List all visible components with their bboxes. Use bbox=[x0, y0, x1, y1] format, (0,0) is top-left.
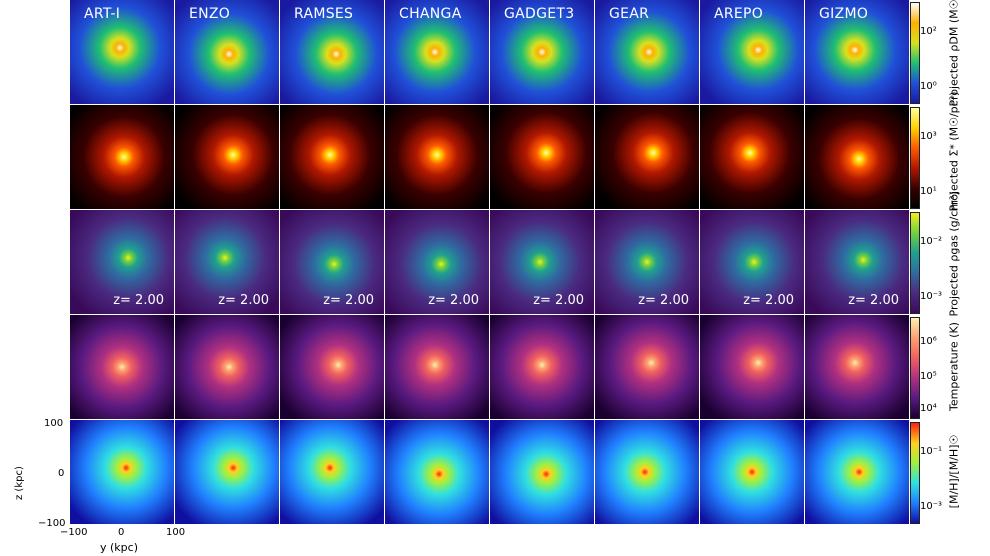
colorbar-title: Projected ρgas (g/cm³) bbox=[947, 191, 961, 317]
panel-gas-ramses: z= 2.00 bbox=[280, 210, 384, 314]
panel-stars-gadget3 bbox=[490, 105, 594, 209]
panel-gas-gadget3: z= 2.00 bbox=[490, 210, 594, 314]
colorbar-temperature bbox=[910, 317, 920, 419]
ytick-top: 100 bbox=[44, 418, 64, 429]
colorbar-tick: 10⁻³ bbox=[920, 501, 943, 512]
image-grid: ART-I ENZO RAMSES CHANGA GADGET3 GEAR AREPO GIZ… bbox=[70, 0, 910, 526]
colorbar-tick: 10⁻² bbox=[920, 236, 943, 247]
panel-gas-arepo: z= 2.00 bbox=[700, 210, 804, 314]
panel-metallicity-gizmo bbox=[805, 420, 909, 524]
redshift-label: z= 2.00 bbox=[638, 293, 689, 308]
panel-dm-arepo: AREPO bbox=[700, 0, 804, 104]
colorbar-tick: 10⁰ bbox=[920, 81, 937, 92]
panel-stars-arepo bbox=[700, 105, 804, 209]
panel-dm-enzo: ENZO bbox=[175, 0, 279, 104]
colorbar-tick: 10⁻¹ bbox=[920, 446, 943, 457]
code-label: CHANGA bbox=[399, 6, 462, 22]
colorbar-tick: 10¹ bbox=[920, 186, 937, 197]
redshift-label: z= 2.00 bbox=[323, 293, 374, 308]
ytick-bottom: −100 bbox=[38, 518, 66, 529]
colorbar-tick: 10⁵ bbox=[920, 371, 937, 382]
panel-metallicity-arepo bbox=[700, 420, 804, 524]
colorbar-title: Temperature (K) bbox=[947, 322, 961, 411]
panel-metallicity-art-i bbox=[70, 420, 174, 524]
colorbar-gas bbox=[910, 212, 920, 314]
colorbar-tick: 10⁴ bbox=[920, 403, 937, 414]
panel-temperature-gear bbox=[595, 315, 699, 419]
panel-dm-art-i: ART-I bbox=[70, 0, 174, 104]
panel-metallicity-gadget3 bbox=[490, 420, 594, 524]
redshift-label: z= 2.00 bbox=[533, 293, 584, 308]
panel-metallicity-gear bbox=[595, 420, 699, 524]
panel-dm-gadget3: GADGET3 bbox=[490, 0, 594, 104]
code-label: AREPO bbox=[714, 6, 764, 22]
panel-temperature-arepo bbox=[700, 315, 804, 419]
redshift-label: z= 2.00 bbox=[218, 293, 269, 308]
panel-stars-changa bbox=[385, 105, 489, 209]
panel-dm-gear: GEAR bbox=[595, 0, 699, 104]
xlabel: y (kpc) bbox=[100, 541, 138, 554]
panel-temperature-changa bbox=[385, 315, 489, 419]
panel-metallicity-ramses bbox=[280, 420, 384, 524]
panel-stars-art-i bbox=[70, 105, 174, 209]
colorbar-metallicity bbox=[910, 422, 920, 524]
code-label: RAMSES bbox=[294, 6, 354, 22]
xtick-mid: 0 bbox=[118, 527, 125, 538]
redshift-label: z= 2.00 bbox=[743, 293, 794, 308]
panel-temperature-gizmo bbox=[805, 315, 909, 419]
panel-metallicity-enzo bbox=[175, 420, 279, 524]
panel-dm-changa: CHANGA bbox=[385, 0, 489, 104]
panel-temperature-art-i bbox=[70, 315, 174, 419]
redshift-label: z= 2.00 bbox=[113, 293, 164, 308]
panel-stars-gear bbox=[595, 105, 699, 209]
code-label: ENZO bbox=[189, 6, 231, 22]
colorbar-stars bbox=[910, 107, 920, 209]
colorbar-tick: 10³ bbox=[920, 131, 937, 142]
colorbar-dm bbox=[910, 2, 920, 104]
panel-dm-gizmo: GIZMO bbox=[805, 0, 909, 104]
panel-gas-changa: z= 2.00 bbox=[385, 210, 489, 314]
panel-temperature-enzo bbox=[175, 315, 279, 419]
ylabel: z (kpc) bbox=[14, 466, 25, 500]
redshift-label: z= 2.00 bbox=[428, 293, 479, 308]
code-label: ART-I bbox=[84, 6, 121, 22]
code-label: GIZMO bbox=[819, 6, 869, 22]
xtick-left: −100 bbox=[60, 527, 88, 538]
redshift-label: z= 2.00 bbox=[848, 293, 899, 308]
colorbar-tick: 10² bbox=[920, 26, 937, 37]
panel-gas-enzo: z= 2.00 bbox=[175, 210, 279, 314]
colorbar-tick: 10⁻³ bbox=[920, 291, 943, 302]
panel-gas-gizmo: z= 2.00 bbox=[805, 210, 909, 314]
colorbar-tick: 10⁶ bbox=[920, 336, 937, 347]
panel-metallicity-changa bbox=[385, 420, 489, 524]
panel-temperature-ramses bbox=[280, 315, 384, 419]
panel-stars-ramses bbox=[280, 105, 384, 209]
code-label: GADGET3 bbox=[504, 6, 575, 22]
panel-dm-ramses: RAMSES bbox=[280, 0, 384, 104]
panel-gas-art-i: z= 2.00 bbox=[70, 210, 174, 314]
code-label: GEAR bbox=[609, 6, 650, 22]
panel-stars-gizmo bbox=[805, 105, 909, 209]
xtick-right: 100 bbox=[166, 527, 186, 538]
colorbar-title: [M/H]/[M/H]☉ bbox=[947, 434, 961, 509]
panel-stars-enzo bbox=[175, 105, 279, 209]
panel-gas-gear: z= 2.00 bbox=[595, 210, 699, 314]
panel-temperature-gadget3 bbox=[490, 315, 594, 419]
ytick-mid: 0 bbox=[58, 468, 65, 479]
colorbar-title: Projected ρDM (M☉/pc²) bbox=[947, 0, 961, 107]
